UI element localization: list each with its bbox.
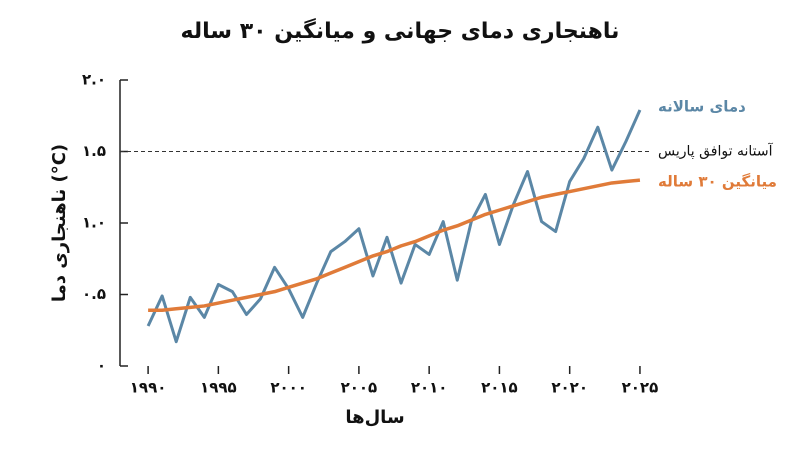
series-line — [146, 109, 642, 344]
y-tick-label: ۱.۵ — [82, 142, 106, 160]
series-line — [148, 178, 641, 312]
x-tick-label: ۲۰۲۵ — [622, 379, 659, 397]
x-tick-label: ۲۰۰۵ — [341, 379, 378, 397]
chart-title: ناهنجاری دمای جهانی و میانگین ۳۰ ساله — [181, 17, 620, 44]
y-axis-label: ناهنجاری دما (°C) — [49, 144, 70, 302]
threshold-label: آستانه توافق پاریس — [658, 143, 774, 160]
x-tick-label: ۲۰۰۰ — [270, 379, 307, 397]
x-tick-label: ۲۰۱۵ — [481, 379, 518, 397]
y-tick-label: ۲.۰ — [82, 71, 106, 89]
y-tick-label: ۰.۵ — [82, 285, 106, 303]
y-tick-label: ۱.۰ — [82, 214, 106, 232]
x-tick-label: ۱۹۹۵ — [200, 379, 237, 397]
legend-label: دمای سالانه — [658, 98, 746, 116]
x-tick-label: ۲۰۱۰ — [411, 379, 448, 397]
x-axis-label: سال‌ها — [345, 407, 404, 428]
y-tick-label: ۰ — [97, 357, 106, 375]
legend-label: میانگین ۳۰ ساله — [658, 173, 777, 191]
x-tick-label: ۱۹۹۰ — [130, 379, 167, 397]
x-tick-label: ۲۰۲۰ — [551, 379, 588, 397]
